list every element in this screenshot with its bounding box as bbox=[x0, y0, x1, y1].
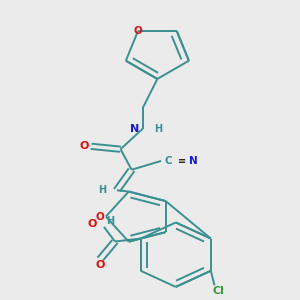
Text: O: O bbox=[79, 141, 88, 151]
Text: O: O bbox=[95, 212, 104, 222]
Text: O: O bbox=[95, 260, 105, 270]
Text: ≡: ≡ bbox=[178, 156, 186, 166]
Text: O: O bbox=[87, 219, 97, 229]
Text: N: N bbox=[189, 156, 197, 166]
Text: H: H bbox=[106, 216, 114, 226]
Text: H: H bbox=[98, 185, 106, 195]
Text: Cl: Cl bbox=[212, 286, 224, 296]
Text: C: C bbox=[165, 156, 172, 166]
Text: H: H bbox=[154, 124, 162, 134]
Text: N: N bbox=[130, 124, 139, 134]
Text: O: O bbox=[134, 26, 142, 36]
